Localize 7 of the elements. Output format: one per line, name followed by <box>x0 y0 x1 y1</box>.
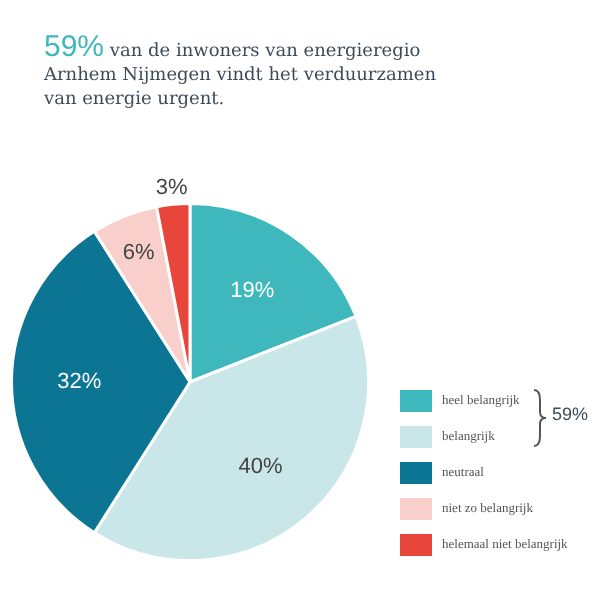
data-label: 6% <box>122 240 156 265</box>
data-label: 3% <box>155 176 189 201</box>
data-label: 19% <box>230 278 275 303</box>
text: 59% <box>552 404 589 424</box>
data-label: 40% <box>238 455 283 480</box>
data-label: 32% <box>57 370 102 395</box>
chart-title: 59% van de inwoners van energieregio Arnhem Nijmegen vindt het verduurzamen van energie urgent. <box>44 30 436 110</box>
